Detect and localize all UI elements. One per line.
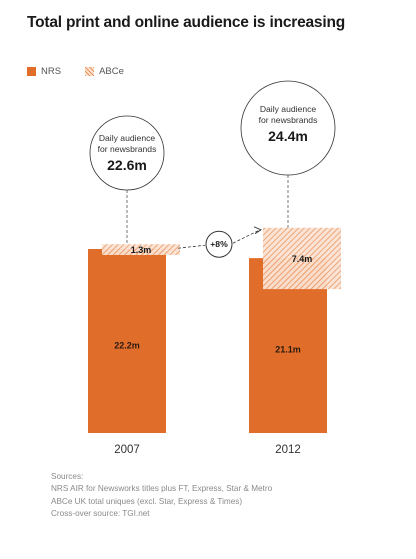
total-caption-line2: for newsbrands bbox=[259, 115, 318, 125]
source-line: NRS AIR for Newsworks titles plus FT, Ex… bbox=[51, 484, 273, 494]
legend: NRS ABCe bbox=[27, 66, 148, 77]
bar-nrs-label: 21.1m bbox=[275, 345, 301, 355]
legend-label-nrs: NRS bbox=[41, 66, 62, 77]
legend-swatch-nrs bbox=[27, 67, 36, 76]
change-badge bbox=[205, 230, 233, 258]
bar-abce-label: 7.4m bbox=[292, 254, 313, 264]
sources-heading: Sources: bbox=[51, 472, 84, 481]
total-caption-line2: for newsbrands bbox=[98, 144, 157, 154]
legend-label-abce: ABCe bbox=[99, 66, 124, 77]
bar-abce-2012 bbox=[263, 227, 341, 290]
total-value: 22.6m bbox=[107, 157, 147, 173]
total-circle bbox=[89, 115, 165, 191]
total-value: 24.4m bbox=[268, 128, 308, 144]
change-label: +8% bbox=[210, 239, 228, 249]
source-line: Cross-over source: TGI.net bbox=[51, 509, 150, 519]
total-caption-line1: Daily audience bbox=[260, 104, 317, 114]
chart-title: Total print and online audience is incre… bbox=[27, 14, 345, 31]
total-caption-line1: Daily audience bbox=[99, 133, 156, 143]
x-tick-label: 2012 bbox=[275, 444, 301, 456]
sources: Sources: NRS AIR for Newsworks titles pl… bbox=[51, 471, 272, 521]
change-dashed-line bbox=[232, 229, 261, 244]
bar-abce-label: 1.3m bbox=[131, 245, 152, 255]
source-line: ABCe UK total uniques (excl. Star, Expre… bbox=[51, 496, 243, 506]
legend-item-nrs: NRS bbox=[27, 66, 61, 77]
bar-abce-2007 bbox=[102, 244, 180, 255]
total-circle bbox=[240, 80, 336, 176]
change-dashed-line bbox=[177, 244, 206, 249]
bar-nrs-2007 bbox=[88, 249, 166, 433]
legend-item-abce: ABCe bbox=[85, 66, 124, 77]
legend-swatch-abce bbox=[85, 67, 95, 76]
change-arrowhead bbox=[253, 226, 262, 235]
bar-nrs-label: 22.2m bbox=[114, 340, 140, 350]
x-tick-label: 2007 bbox=[114, 444, 140, 456]
